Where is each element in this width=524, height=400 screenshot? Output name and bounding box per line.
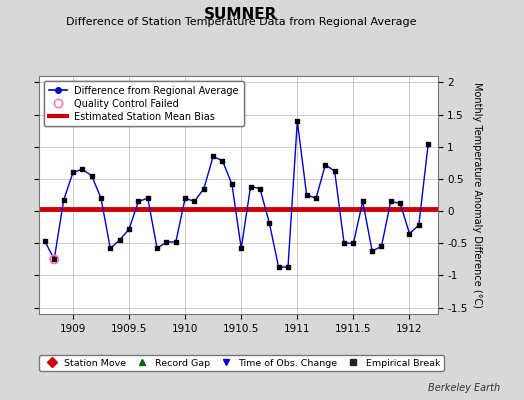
Point — [172, 239, 180, 245]
Point — [237, 245, 245, 252]
Point — [414, 222, 423, 228]
Point — [302, 192, 311, 198]
Legend: Station Move, Record Gap, Time of Obs. Change, Empirical Break: Station Move, Record Gap, Time of Obs. C… — [39, 355, 444, 371]
Point — [340, 240, 348, 246]
Point — [50, 256, 58, 262]
Point — [134, 198, 143, 205]
Point — [78, 166, 86, 172]
Point — [321, 162, 330, 168]
Point — [275, 264, 283, 270]
Legend: Difference from Regional Average, Quality Control Failed, Estimated Station Mean: Difference from Regional Average, Qualit… — [44, 81, 244, 126]
Point — [59, 197, 68, 203]
Point — [115, 237, 124, 243]
Point — [256, 185, 264, 192]
Point — [284, 264, 292, 270]
Point — [424, 140, 432, 147]
Point — [396, 200, 405, 206]
Text: SUMNER: SUMNER — [204, 7, 278, 22]
Point — [190, 198, 199, 205]
Point — [106, 245, 115, 252]
Point — [88, 172, 96, 179]
Point — [246, 184, 255, 190]
Text: Difference of Station Temperature Data from Regional Average: Difference of Station Temperature Data f… — [66, 17, 416, 27]
Point — [331, 168, 339, 174]
Point — [69, 169, 77, 176]
Text: Berkeley Earth: Berkeley Earth — [428, 383, 500, 393]
Point — [349, 240, 357, 246]
Point — [293, 118, 301, 124]
Point — [41, 238, 49, 244]
Point — [368, 248, 376, 254]
Point — [209, 153, 217, 160]
Point — [162, 239, 171, 245]
Point — [219, 158, 227, 164]
Point — [228, 181, 236, 187]
Point — [358, 198, 367, 205]
Point — [50, 256, 58, 262]
Point — [377, 243, 386, 250]
Point — [144, 195, 152, 202]
Point — [125, 226, 133, 232]
Point — [387, 198, 395, 205]
Y-axis label: Monthly Temperature Anomaly Difference (°C): Monthly Temperature Anomaly Difference (… — [472, 82, 482, 308]
Point — [265, 220, 274, 226]
Point — [405, 230, 413, 237]
Point — [200, 185, 208, 192]
Point — [97, 195, 105, 202]
Point — [312, 195, 320, 202]
Point — [153, 245, 161, 252]
Point — [181, 195, 189, 202]
